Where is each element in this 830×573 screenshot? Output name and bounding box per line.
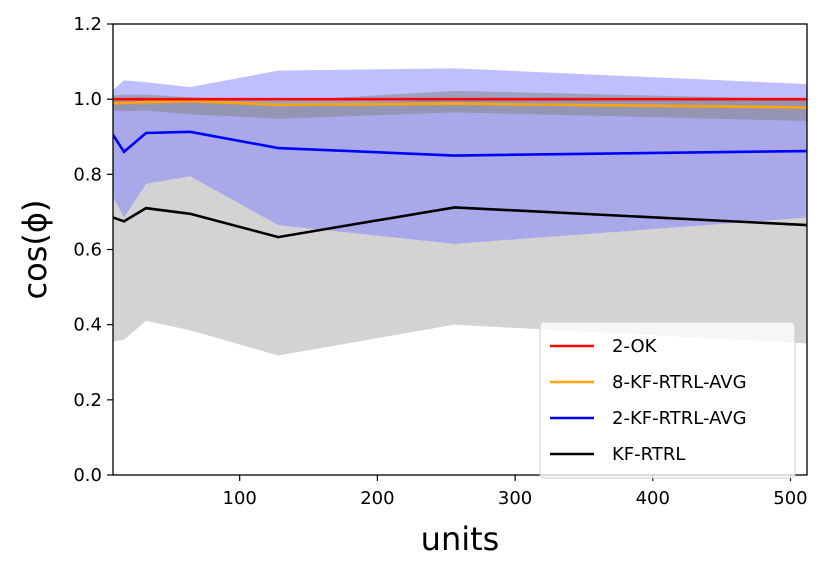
legend-label-8-kf-rtrl-avg: 8-KF-RTRL-AVG xyxy=(612,372,747,393)
y-tick-label: 0.0 xyxy=(73,465,102,486)
y-tick-label: 0.2 xyxy=(73,390,102,411)
y-tick-label: 1.0 xyxy=(73,89,102,110)
legend-label-kf-rtrl: KF-RTRL xyxy=(612,444,685,465)
legend-label-2-kf-rtrl-avg: 2-KF-RTRL-AVG xyxy=(612,408,747,429)
legend-box xyxy=(539,321,796,479)
line-kf-rtrl xyxy=(113,206,807,239)
y-axis: 0.0 0.2 0.4 0.6 0.8 1.0 1.2 xyxy=(73,14,113,486)
series-lines xyxy=(113,97,807,239)
x-axis: 100 200 300 400 500 xyxy=(223,475,808,509)
x-tick-label: 100 xyxy=(223,488,257,509)
confidence-bands xyxy=(113,68,807,356)
x-tick-label: 300 xyxy=(498,488,532,509)
legend: 2-OK 8-KF-RTRL-AVG 2-KF-RTRL-AVG KF-RTRL xyxy=(539,321,796,479)
y-tick-label: 1.2 xyxy=(73,14,102,35)
legend-label-2-ok: 2-OK xyxy=(612,336,658,357)
y-tick-label: 0.6 xyxy=(73,240,102,261)
line-8-kf-rtrl-avg xyxy=(113,99,807,109)
x-tick-label: 200 xyxy=(360,488,394,509)
y-axis-title: cos(ϕ) xyxy=(16,200,54,300)
x-axis-title: units xyxy=(421,520,500,558)
x-tick-label: 400 xyxy=(636,488,670,509)
y-tick-label: 0.8 xyxy=(73,164,102,185)
line-2-kf-rtrl-avg xyxy=(113,130,807,157)
y-tick-label: 0.4 xyxy=(73,315,102,336)
x-tick-label: 500 xyxy=(773,488,807,509)
